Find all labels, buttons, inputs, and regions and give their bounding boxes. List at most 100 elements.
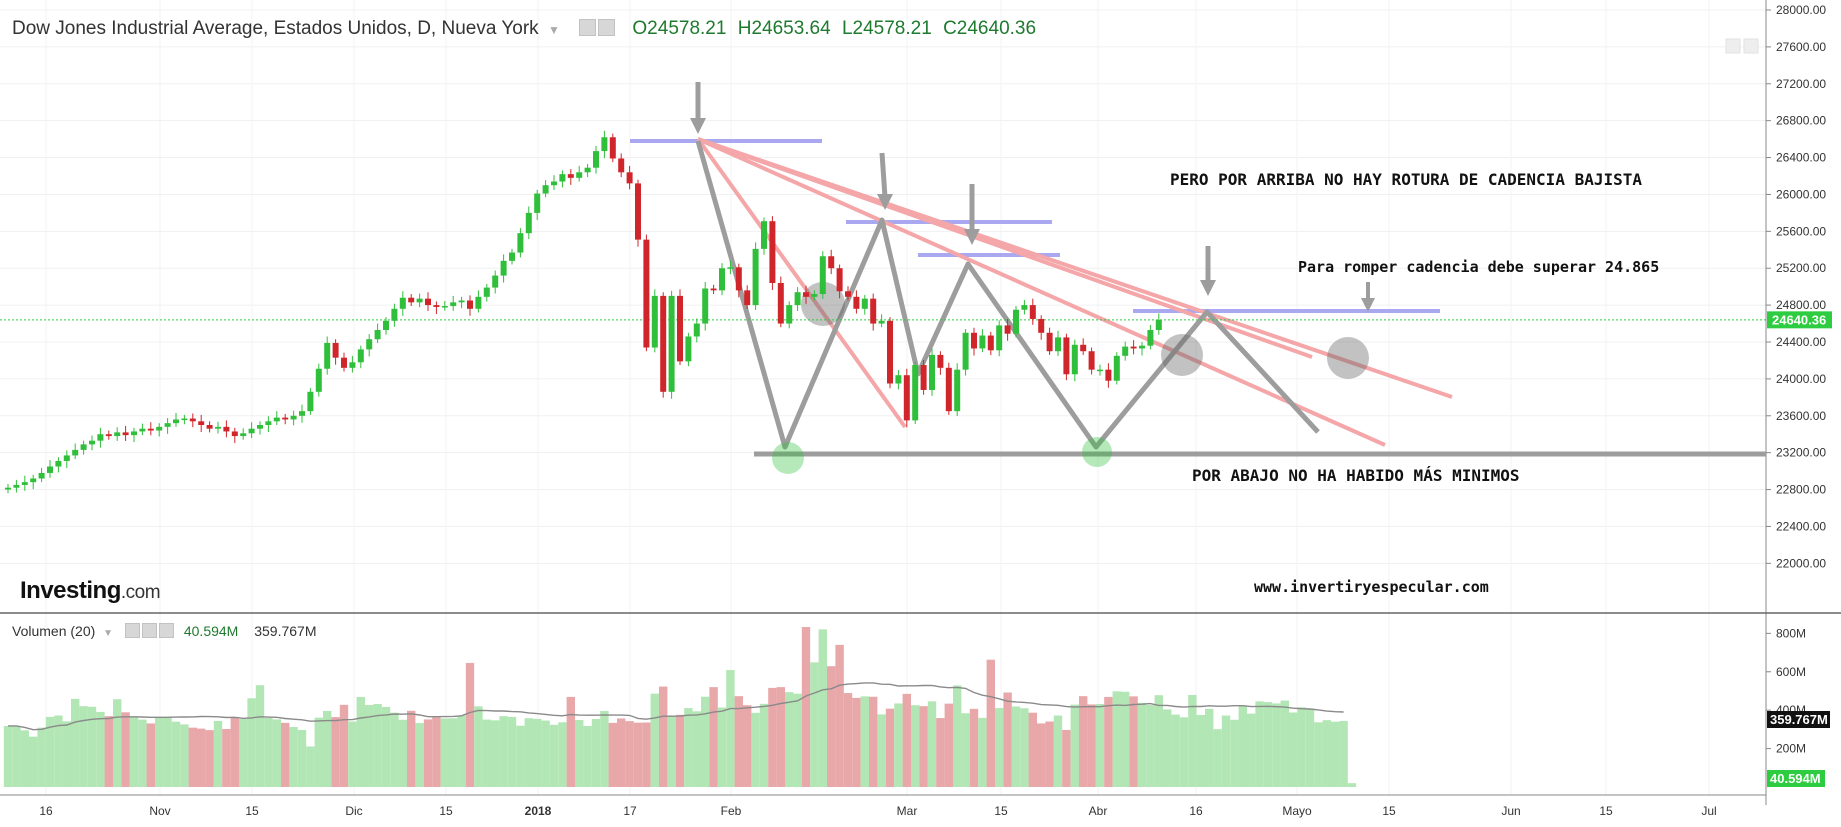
ohlc-low: L24578.21 xyxy=(841,18,932,39)
last-price-tag: 24640.36 xyxy=(1767,311,1832,329)
volume-bar xyxy=(793,693,802,787)
date-tick-label: Jun xyxy=(1501,804,1520,818)
volume-bar xyxy=(314,717,323,787)
volume-bar xyxy=(1255,701,1264,787)
volume-bar xyxy=(1347,783,1357,787)
gear-icon[interactable] xyxy=(141,623,157,638)
candle-body xyxy=(206,425,213,429)
volume-bar xyxy=(499,716,508,787)
eye-icon[interactable] xyxy=(124,623,140,638)
volume-bar xyxy=(163,717,172,787)
candle-body xyxy=(786,305,793,324)
price-tick-label: 25200.00 xyxy=(1776,261,1826,275)
eye-icon[interactable] xyxy=(579,19,597,36)
candle-body xyxy=(1071,344,1078,375)
candle-body xyxy=(13,484,20,488)
chevron-down-icon[interactable]: ▼ xyxy=(547,23,560,37)
candle-body xyxy=(576,172,583,178)
pane-maximize-button[interactable] xyxy=(1725,38,1741,54)
pane-settings-button[interactable] xyxy=(1743,38,1759,54)
volume-bar xyxy=(684,708,693,787)
close-icon[interactable] xyxy=(158,623,174,638)
candle-body xyxy=(265,421,272,425)
volume-bar xyxy=(877,714,886,787)
volume-bar xyxy=(1247,713,1256,787)
candle-body xyxy=(819,256,826,295)
candle-body xyxy=(1029,305,1036,319)
volume-title[interactable]: Volumen (20) xyxy=(12,623,96,639)
gray-marker-3 xyxy=(1327,337,1369,379)
volume-bar xyxy=(869,696,878,787)
volume-bar xyxy=(726,670,735,787)
symbol-title[interactable]: Dow Jones Industrial Average, Estados Un… xyxy=(12,18,539,39)
candle-body xyxy=(567,174,574,178)
volume-bar xyxy=(1314,722,1323,787)
candle-body xyxy=(929,354,935,390)
candle-body xyxy=(710,288,717,291)
candle-body xyxy=(979,335,986,349)
volume-bar xyxy=(810,662,819,787)
date-tick-label: Dic xyxy=(345,804,362,818)
volume-bar xyxy=(1028,712,1037,787)
volume-bar xyxy=(1188,695,1197,787)
candle-body xyxy=(1155,319,1162,331)
volume-bar xyxy=(1331,721,1340,787)
volume-bar xyxy=(953,685,962,787)
arrow-down-3 xyxy=(964,184,980,245)
candle-body xyxy=(433,305,440,307)
chevron-down-icon[interactable]: ▼ xyxy=(103,628,114,639)
volume-bar xyxy=(743,705,752,787)
volume-bar xyxy=(633,722,643,787)
volume-bar xyxy=(171,721,181,787)
date-tick-label: 16 xyxy=(1189,804,1203,818)
volume-bar xyxy=(549,724,559,787)
volume-bar xyxy=(1263,702,1273,787)
price-tick-label: 27600.00 xyxy=(1776,40,1826,54)
volume-bar xyxy=(96,711,105,787)
volume-bar xyxy=(827,666,836,787)
svg-text:24640.36: 24640.36 xyxy=(1772,312,1826,327)
volume-bar xyxy=(1154,695,1163,787)
volume-bar xyxy=(986,659,995,787)
gear-icon[interactable] xyxy=(598,19,616,36)
volume-bar xyxy=(1095,704,1105,787)
candle-body xyxy=(853,296,860,309)
candle-body xyxy=(450,302,457,307)
volume-bar xyxy=(1037,723,1046,787)
candle-body xyxy=(895,375,902,384)
volume-bar xyxy=(969,708,979,787)
candle-body xyxy=(114,432,121,437)
candle-body xyxy=(282,417,289,420)
volume-bar xyxy=(449,718,458,787)
candle-body xyxy=(996,325,1003,351)
volume-bar xyxy=(785,692,794,787)
candle-body xyxy=(685,336,692,362)
last-volume-tag: 40.594M xyxy=(1767,770,1825,787)
volume-bar xyxy=(978,717,987,787)
volume-bar xyxy=(230,717,239,787)
volume-bar xyxy=(961,713,970,787)
volume-bar xyxy=(1213,729,1222,787)
date-tick-label: Feb xyxy=(721,804,742,818)
volume-tick-label: 800M xyxy=(1776,626,1806,640)
volume-ma-line xyxy=(8,682,1344,731)
candle-body xyxy=(30,478,37,483)
volume-bar xyxy=(1137,702,1147,787)
volume-bar xyxy=(1003,692,1012,787)
volume-bar xyxy=(281,722,290,787)
volume-bar xyxy=(516,725,525,787)
candle-body xyxy=(903,375,910,421)
price-tick-label: 26400.00 xyxy=(1776,151,1826,165)
volume-bar xyxy=(1305,708,1315,787)
volume-bar xyxy=(1121,691,1130,787)
price-tick-label: 24800.00 xyxy=(1776,298,1826,312)
volume-bar xyxy=(188,727,197,787)
volume-bar xyxy=(650,693,659,787)
candle-body xyxy=(887,320,893,384)
volume-bar xyxy=(1289,712,1298,787)
volume-bar xyxy=(373,704,382,787)
volume-bar xyxy=(1112,691,1121,787)
candle-body xyxy=(89,440,95,445)
candle-body xyxy=(47,466,53,473)
